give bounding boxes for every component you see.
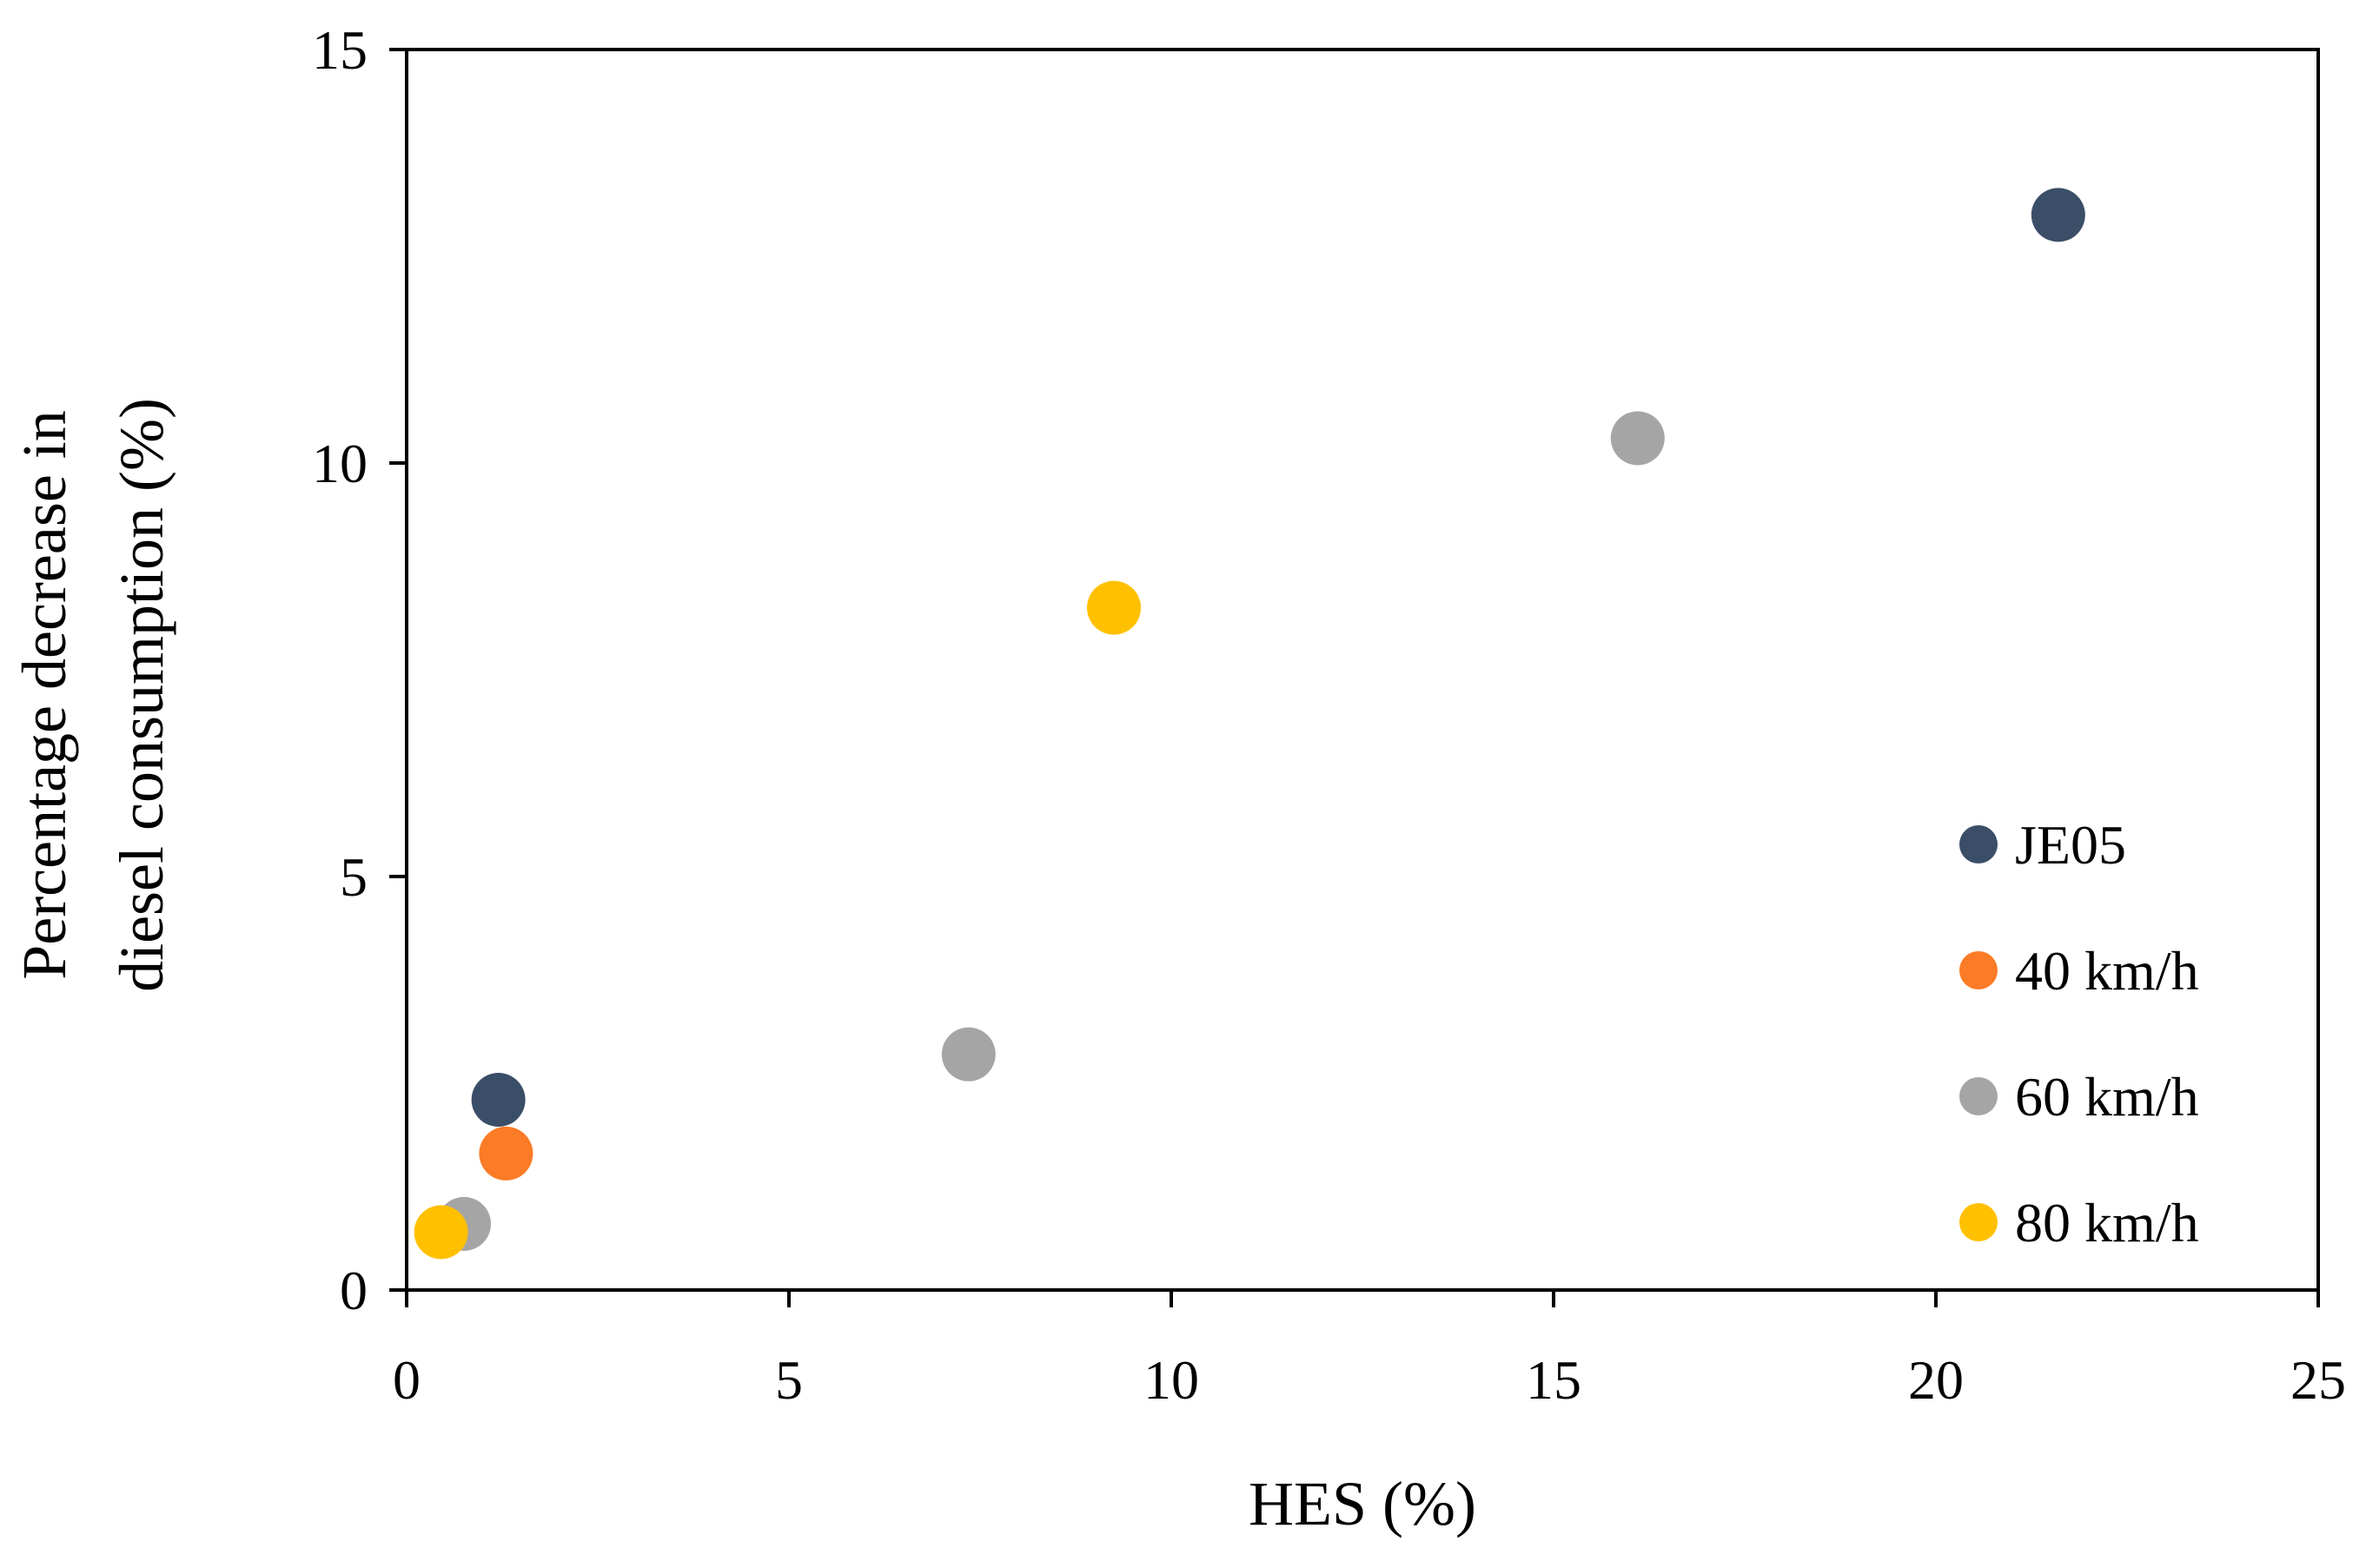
y-tick-label: 5 xyxy=(340,846,368,908)
data-point xyxy=(941,1027,996,1082)
y-tick-label: 15 xyxy=(312,19,368,81)
data-point xyxy=(1610,411,1665,466)
x-tick-label: 20 xyxy=(1908,1349,1964,1411)
legend-label: 80 km/h xyxy=(2015,1192,2199,1254)
legend-marker xyxy=(1959,825,1998,863)
legend-label: JE05 xyxy=(2015,814,2126,876)
x-tick-label: 5 xyxy=(775,1349,803,1411)
legend: JE05 40 km/h 60 km/h 80 km/h xyxy=(1959,814,2199,1254)
data-point xyxy=(2031,188,2085,242)
legend-marker xyxy=(1959,951,1998,989)
y-axis-title-line-2: diesel consumption (%) xyxy=(107,398,176,992)
x-tick-label: 10 xyxy=(1143,1349,1199,1411)
y-axis-title-line-1: Percentage decrease in xyxy=(10,410,79,980)
axis-ticks: 0 5 10 15 20 25 0 5 10 15 xyxy=(312,19,2346,1411)
x-tick-label: 15 xyxy=(1526,1349,1581,1411)
data-point xyxy=(414,1205,468,1260)
data-point xyxy=(479,1126,534,1181)
x-tick-label: 0 xyxy=(393,1349,421,1411)
data-point xyxy=(471,1073,526,1128)
data-points xyxy=(414,188,2085,1260)
y-tick-label: 10 xyxy=(312,433,368,494)
x-tick-label: 25 xyxy=(2290,1349,2346,1411)
y-tick-label: 0 xyxy=(340,1260,368,1321)
legend-label: 40 km/h xyxy=(2015,940,2199,1002)
x-axis-title: HES (%) xyxy=(1249,1469,1476,1538)
legend-label: 60 km/h xyxy=(2015,1066,2199,1128)
legend-marker xyxy=(1959,1203,1998,1241)
plot-area xyxy=(405,48,2320,1292)
legend-marker xyxy=(1959,1077,1998,1115)
data-point xyxy=(1087,580,1141,635)
y-axis-title: Percentage decrease in diesel consumptio… xyxy=(10,398,176,992)
